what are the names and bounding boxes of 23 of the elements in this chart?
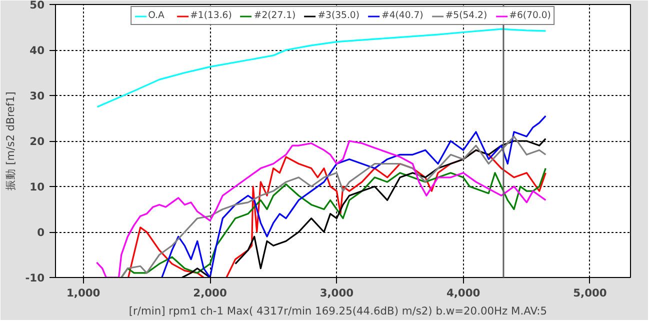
x-tick-label: 2,000 xyxy=(193,286,227,300)
y-tick-label: 20 xyxy=(30,135,45,148)
x-tick-label: 4,000 xyxy=(446,286,480,300)
legend-label: O.A xyxy=(148,10,166,21)
legend-label: #1(13.6) xyxy=(190,10,232,21)
legend-label: #2(27.1) xyxy=(254,10,296,21)
y-axis-title: 振動 [m/s2 dBref1] xyxy=(4,92,18,190)
x-axis-title: [r/min] rpm1 ch-1 Max( 4317r/min 169.25(44.6dB) m/s2) b.w=20.00Hz M.AV:5 xyxy=(128,304,547,318)
y-tick-label: -10 xyxy=(25,272,45,284)
legend-label: #6(70.0) xyxy=(509,10,551,21)
y-tick-label: 50 xyxy=(30,0,45,12)
x-tick-label: 3,000 xyxy=(320,286,354,300)
legend-label: #3(35.0) xyxy=(318,10,360,21)
y-tick-label: 30 xyxy=(30,90,45,102)
x-tick-label: 1,000 xyxy=(66,286,100,300)
y-tick-label: 0 xyxy=(37,226,45,239)
y-tick-label: 10 xyxy=(30,180,45,194)
legend-label: #5(54.2) xyxy=(445,10,488,21)
line-series xyxy=(161,115,546,278)
legend-label: #4(40.7) xyxy=(382,10,424,21)
line-series xyxy=(96,28,546,108)
y-tick-label: 40 xyxy=(30,44,45,57)
x-tick-label: 5,000 xyxy=(573,286,607,300)
